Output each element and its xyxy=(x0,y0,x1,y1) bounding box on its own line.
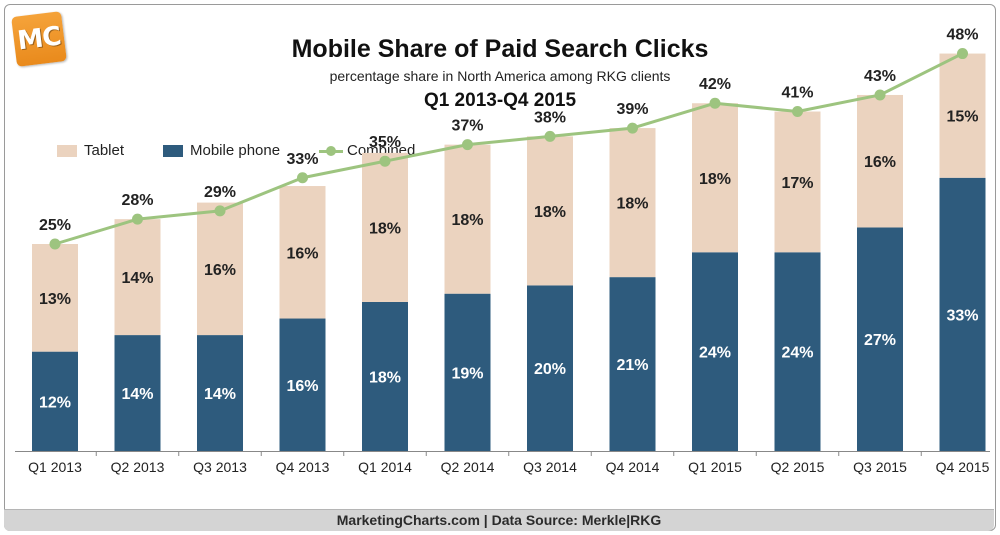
x-tick-label: Q3 2014 xyxy=(523,459,577,475)
data-label-combined: 48% xyxy=(946,27,978,44)
x-tick-label: Q2 2014 xyxy=(441,459,495,475)
data-label-mobile-phone: 20% xyxy=(534,361,566,378)
legend-swatch-tablet xyxy=(57,144,77,157)
legend-item-mobile-phone: Mobile phone xyxy=(163,142,280,159)
combined-point xyxy=(627,122,638,134)
data-label-tablet: 18% xyxy=(369,220,401,237)
data-label-tablet: 18% xyxy=(616,196,648,213)
stacked-bar-chart: 12% 13% Q1 2013 14% 14% Q2 2013 14% 16% Q3 2013 1… xyxy=(15,27,990,475)
data-label-combined: 35% xyxy=(369,134,401,151)
footer-source: MarketingCharts.com | Data Source: Merkl… xyxy=(4,509,994,531)
x-tick-label: Q4 2013 xyxy=(276,459,330,475)
legend-swatch-mobile-phone xyxy=(163,144,183,157)
combined-point xyxy=(379,155,391,167)
bar-tablet xyxy=(692,103,738,253)
x-tick-label: Q4 2015 xyxy=(936,459,990,475)
data-label-mobile-phone: 14% xyxy=(121,386,153,403)
data-label-mobile-phone: 27% xyxy=(864,332,896,349)
combined-point xyxy=(544,130,556,142)
x-tick-label: Q1 2014 xyxy=(358,459,412,475)
data-label-combined: 39% xyxy=(616,101,648,118)
data-label-mobile-phone: 14% xyxy=(204,386,236,403)
bar-tablet xyxy=(444,144,491,294)
bar-tablet xyxy=(939,53,986,178)
chart-title: Mobile Share of Paid Search Clicks xyxy=(291,35,709,63)
data-label-mobile-phone: 33% xyxy=(946,307,978,324)
data-label-combined: 29% xyxy=(204,184,236,201)
legend-label-tablet: Tablet xyxy=(84,142,125,159)
bar-tablet xyxy=(609,128,656,278)
data-label-tablet: 17% xyxy=(781,175,813,192)
data-label-tablet: 16% xyxy=(864,154,896,171)
x-tick-label: Q3 2013 xyxy=(193,459,247,475)
data-label-tablet: 18% xyxy=(451,212,483,229)
x-tick-label: Q3 2015 xyxy=(853,459,907,475)
combined-point xyxy=(297,172,308,184)
bar-mobile-phone xyxy=(939,177,986,451)
bar-mobile-phone xyxy=(197,335,243,451)
data-label-combined: 37% xyxy=(451,118,483,135)
data-label-tablet: 18% xyxy=(534,204,566,221)
x-tick-label: Q4 2014 xyxy=(606,459,660,475)
combined-point xyxy=(132,213,143,225)
bar-tablet xyxy=(279,186,326,319)
bar-mobile-phone xyxy=(362,301,408,451)
x-tick-label: Q2 2013 xyxy=(111,459,165,475)
data-label-tablet: 15% xyxy=(946,109,978,126)
bar-mobile-phone xyxy=(692,252,738,451)
data-label-mobile-phone: 24% xyxy=(699,345,731,362)
bar-mobile-phone xyxy=(32,351,78,451)
data-label-mobile-phone: 18% xyxy=(369,369,401,386)
x-tick-label: Q1 2013 xyxy=(28,459,82,475)
combined-point xyxy=(792,106,803,118)
combined-point xyxy=(214,205,226,217)
data-label-tablet: 16% xyxy=(204,262,236,279)
bar-mobile-phone xyxy=(609,277,656,451)
data-label-combined: 41% xyxy=(781,85,813,102)
bar-mobile-phone xyxy=(774,252,821,451)
bar-tablet xyxy=(32,244,78,352)
data-label-combined: 33% xyxy=(286,151,318,168)
combined-point xyxy=(462,139,473,151)
legend-swatch-combined xyxy=(319,145,343,157)
bar-mobile-phone xyxy=(279,318,326,451)
combined-point xyxy=(709,97,721,109)
bar-tablet xyxy=(362,152,408,302)
bar-tablet xyxy=(114,219,161,336)
data-label-mobile-phone: 16% xyxy=(286,378,318,395)
chart-subtitle: percentage share in North America among … xyxy=(329,68,671,84)
legend-item-tablet: Tablet xyxy=(57,142,124,159)
combined-point xyxy=(49,238,61,250)
x-tick-label: Q2 2015 xyxy=(771,459,825,475)
legend-label-mobile-phone: Mobile phone xyxy=(190,142,281,159)
data-label-mobile-phone: 19% xyxy=(451,365,483,382)
data-label-combined: 38% xyxy=(534,109,566,126)
bar-tablet xyxy=(197,202,243,336)
data-label-mobile-phone: 12% xyxy=(39,394,71,411)
data-label-tablet: 18% xyxy=(699,171,731,188)
data-label-tablet: 16% xyxy=(286,245,318,262)
chart-frame: MC Mobile Share of Paid Search Clicks pe… xyxy=(4,4,996,531)
data-label-tablet: 14% xyxy=(121,270,153,287)
combined-point xyxy=(957,48,968,60)
data-label-mobile-phone: 21% xyxy=(616,357,648,374)
x-tick-label: Q1 2015 xyxy=(688,459,742,475)
bar-tablet xyxy=(857,94,903,228)
bar-mobile-phone xyxy=(527,285,573,451)
bar-mobile-phone xyxy=(857,227,903,451)
data-label-combined: 25% xyxy=(39,217,71,234)
bar-mobile-phone xyxy=(444,293,491,451)
data-label-combined: 28% xyxy=(121,192,153,209)
bar-tablet xyxy=(774,111,821,253)
data-label-tablet: 13% xyxy=(39,291,71,308)
data-label-combined: 42% xyxy=(699,76,731,93)
combined-line xyxy=(54,52,964,246)
bar-mobile-phone xyxy=(114,335,161,451)
bar-tablet xyxy=(527,136,573,286)
data-label-mobile-phone: 24% xyxy=(781,345,813,362)
chart-date-range: Q1 2013-Q4 2015 xyxy=(423,90,577,111)
data-label-combined: 43% xyxy=(864,68,896,85)
combined-point xyxy=(874,89,886,101)
